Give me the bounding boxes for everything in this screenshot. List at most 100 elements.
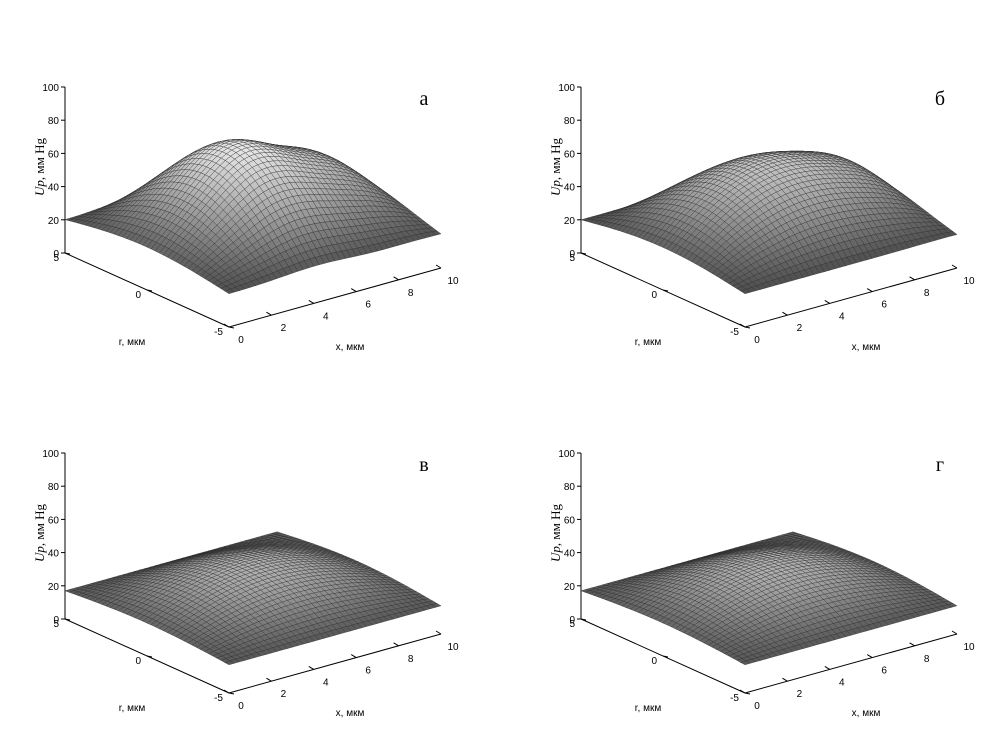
x-tick-label: 8 [924,654,930,665]
x-tick-mark [266,677,272,682]
r-tick-label: 5 [53,619,59,630]
surface-mesh [64,139,442,294]
x-tick-label: 0 [238,335,244,346]
x-tick-label: 10 [447,276,459,287]
r-tick-mark [64,252,71,255]
x-tick-label: 4 [839,311,845,322]
x-axis-label: x, мкм [852,342,881,353]
x-tick-label: 4 [323,311,329,322]
x-tick-label: 10 [963,276,975,287]
z-axis-label-rest: , мм Hg [32,504,47,547]
x-tick-label: 8 [924,288,930,299]
x-tick-label: 4 [323,677,329,688]
x-tick-label: 10 [963,642,975,653]
x-tick-label: 2 [797,323,803,334]
x-tick-mark [909,642,915,647]
x-tick-label: 2 [281,323,287,334]
x-tick-mark [223,323,230,328]
z-axis-label-italic: Up [32,546,47,562]
r-tick-label: 0 [651,290,657,301]
z-tick-label: 60 [564,149,576,160]
x-tick-label: 2 [281,689,287,700]
r-tick-mark [146,289,153,292]
x-tick-label: 10 [447,642,459,653]
x-tick-label: 8 [408,654,414,665]
x-tick-mark [909,276,915,281]
z-tick-label: 60 [48,515,60,526]
z-tick-label: 100 [558,449,575,460]
x-tick-mark [782,311,788,316]
r-tick-label: 0 [135,290,141,301]
panel-letter: а [420,88,429,110]
x-axis-label: x, мкм [336,342,365,353]
r-tick-label: 5 [569,619,575,630]
x-tick-label: 0 [754,335,760,346]
x-axis-line [228,267,442,328]
x-tick-mark [782,677,788,682]
x-tick-label: 0 [238,701,244,712]
z-tick-label: 60 [48,149,60,160]
z-tick-label: 40 [564,183,576,194]
z-tick-label: 40 [48,183,60,194]
x-tick-label: 6 [365,666,371,677]
r-tick-label: -5 [730,327,739,338]
z-axis-label: Up, мм Hg [32,504,47,562]
z-tick-label: 20 [48,216,60,227]
r-tick-label: -5 [214,693,223,704]
r-tick-label: 5 [53,253,59,264]
z-axis-label-rest: , мм Hg [32,138,47,181]
z-axis-label: Up, мм Hg [548,504,563,562]
z-tick-label: 20 [564,582,576,593]
panel-letter: б [935,88,945,110]
x-tick-label: 4 [839,677,845,688]
z-tick-label: 20 [48,582,60,593]
x-tick-mark [350,288,357,293]
surface-mesh [580,150,958,294]
x-tick-mark [308,299,315,304]
z-axis-label-italic: Up [548,180,563,196]
z-axis-label-rest: , мм Hg [548,504,563,547]
x-tick-mark [350,654,357,659]
r-tick-label: -5 [214,327,223,338]
x-tick-label: 6 [881,666,887,677]
z-axis-label: Up, мм Hg [32,138,47,196]
z-tick-label: 80 [564,116,576,127]
x-tick-mark [866,288,873,293]
x-tick-mark [308,665,315,670]
x-tick-mark [435,264,442,269]
r-axis-label: r, мкм [119,703,146,714]
z-axis-label: Up, мм Hg [548,138,563,196]
z-tick-label: 100 [42,83,59,94]
x-axis-label: x, мкм [336,708,365,719]
r-axis-label: r, мкм [635,703,662,714]
z-tick-label: 40 [564,549,576,560]
x-tick-label: 6 [881,300,887,311]
z-axis-label-italic: Up [548,546,563,562]
z-tick-label: 40 [48,549,60,560]
r-tick-label: -5 [730,693,739,704]
x-tick-label: 8 [408,288,414,299]
x-tick-label: 0 [754,701,760,712]
x-tick-label: 6 [365,300,371,311]
z-axis-label-rest: , мм Hg [548,138,563,181]
r-axis-label: r, мкм [635,337,662,348]
z-tick-label: 20 [564,216,576,227]
z-axis-label-italic: Up [32,180,47,196]
z-tick-label: 100 [42,449,59,460]
z-tick-label: 80 [564,482,576,493]
r-tick-label: 0 [135,656,141,667]
r-tick-label: 0 [651,656,657,667]
x-tick-mark [824,299,831,304]
x-tick-mark [951,264,958,269]
z-tick-label: 80 [48,482,60,493]
x-tick-mark [866,654,873,659]
x-tick-mark [393,276,399,281]
x-tick-mark [393,642,399,647]
x-axis-label: x, мкм [852,708,881,719]
r-axis-label: r, мкм [119,337,146,348]
panel-letter: г [936,454,944,476]
